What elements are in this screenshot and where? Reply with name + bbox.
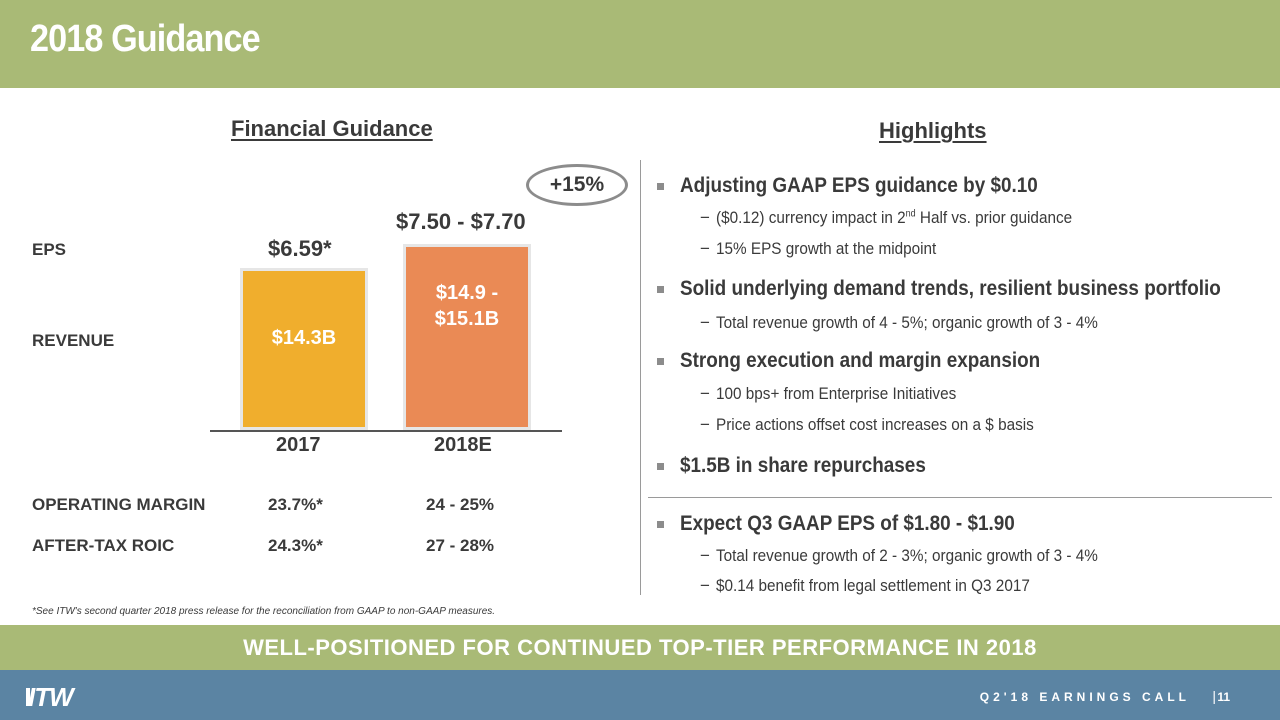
roic-label: AFTER-TAX ROIC (32, 536, 175, 555)
growth-badge: +15% (526, 164, 628, 206)
earnings-call-label: Q2'18 EARNINGS CALL (979, 690, 1190, 704)
dash-icon: − (700, 546, 710, 565)
dash-icon: − (700, 208, 710, 227)
highlight-1-sub-1-post: Half vs. prior guidance (915, 208, 1073, 227)
footer-separator: | (1212, 688, 1216, 704)
footnote: *See ITW's second quarter 2018 press rel… (32, 606, 496, 617)
highlight-3-sub-1: 100 bps+ from Enterprise Initiatives (716, 384, 957, 403)
highlight-1-sub-1-pre: ($0.12) currency impact in 2 (716, 208, 906, 227)
om-2017-value: 23.7%* (268, 495, 323, 514)
bullet-square-icon (657, 183, 664, 190)
highlights-heading: Highlights (879, 118, 987, 143)
header-bar: 2018 Guidance (0, 0, 1280, 88)
dash-icon: − (700, 313, 710, 332)
eps-label: EPS (32, 240, 67, 259)
om-2018-value: 24 - 25% (426, 495, 495, 514)
highlight-1-sub-1: ($0.12) currency impact in 2nd Half vs. … (716, 208, 1072, 228)
highlight-5-sub-2: $0.14 benefit from legal settlement in Q… (716, 576, 1030, 595)
dash-icon: − (700, 384, 710, 403)
revenue-2017-value: $14.3B (271, 327, 337, 349)
financial-guidance-heading: Financial Guidance (231, 116, 433, 141)
highlight-4: $1.5B in share repurchases (680, 454, 926, 477)
highlight-2: Solid underlying demand trends, resilien… (680, 277, 1221, 300)
roic-2017-value: 24.3%* (268, 536, 323, 555)
horizontal-divider (648, 497, 1272, 498)
operating-margin-label: OPERATING MARGIN (32, 495, 206, 514)
highlight-5: Expect Q3 GAAP EPS of $1.80 - $1.90 (680, 512, 1015, 535)
bottom-banner: WELL-POSITIONED FOR CONTINUED TOP-TIER P… (0, 625, 1280, 670)
highlight-5-sub-1: Total revenue growth of 2 - 3%; organic … (716, 546, 1098, 565)
footer-bar: ITW Q2'18 EARNINGS CALL | 11 (0, 670, 1280, 720)
vertical-divider (640, 160, 641, 595)
revenue-2018-value-line1: $14.9 - (435, 282, 499, 304)
x-label-2017: 2017 (276, 434, 321, 456)
bullet-square-icon (657, 463, 664, 470)
revenue-label: REVENUE (32, 331, 115, 350)
itw-logo: ITW (26, 682, 74, 712)
growth-badge-text: +15% (549, 173, 605, 196)
bullet-square-icon (657, 286, 664, 293)
revenue-2018-value-line2: $15.1B (434, 308, 500, 330)
dash-icon: − (700, 576, 710, 595)
bar-2018 (403, 244, 531, 430)
highlight-1-sub-1-sup: nd (905, 208, 916, 220)
dash-icon: − (700, 415, 710, 434)
eps-2018-value: $7.50 - $7.70 (396, 209, 526, 234)
highlight-3-sub-2: Price actions offset cost increases on a… (716, 415, 1034, 434)
roic-2018-value: 27 - 28% (426, 536, 495, 555)
highlight-2-sub-1: Total revenue growth of 4 - 5%; organic … (716, 313, 1098, 332)
bar-2017 (240, 268, 368, 430)
dash-icon: − (700, 239, 710, 258)
highlight-1-sub-2: 15% EPS growth at the midpoint (716, 239, 937, 258)
highlight-3: Strong execution and margin expansion (680, 349, 1041, 372)
banner-text: WELL-POSITIONED FOR CONTINUED TOP-TIER P… (243, 635, 1037, 660)
page-title: 2018 Guidance (30, 18, 261, 60)
eps-2017-value: $6.59* (268, 236, 332, 261)
bullet-square-icon (657, 358, 664, 365)
x-label-2018: 2018E (434, 434, 492, 456)
bullet-square-icon (657, 521, 664, 528)
highlight-1: Adjusting GAAP EPS guidance by $0.10 (680, 174, 1038, 197)
page-number: 11 (1217, 690, 1230, 704)
chart-axis (210, 430, 562, 432)
